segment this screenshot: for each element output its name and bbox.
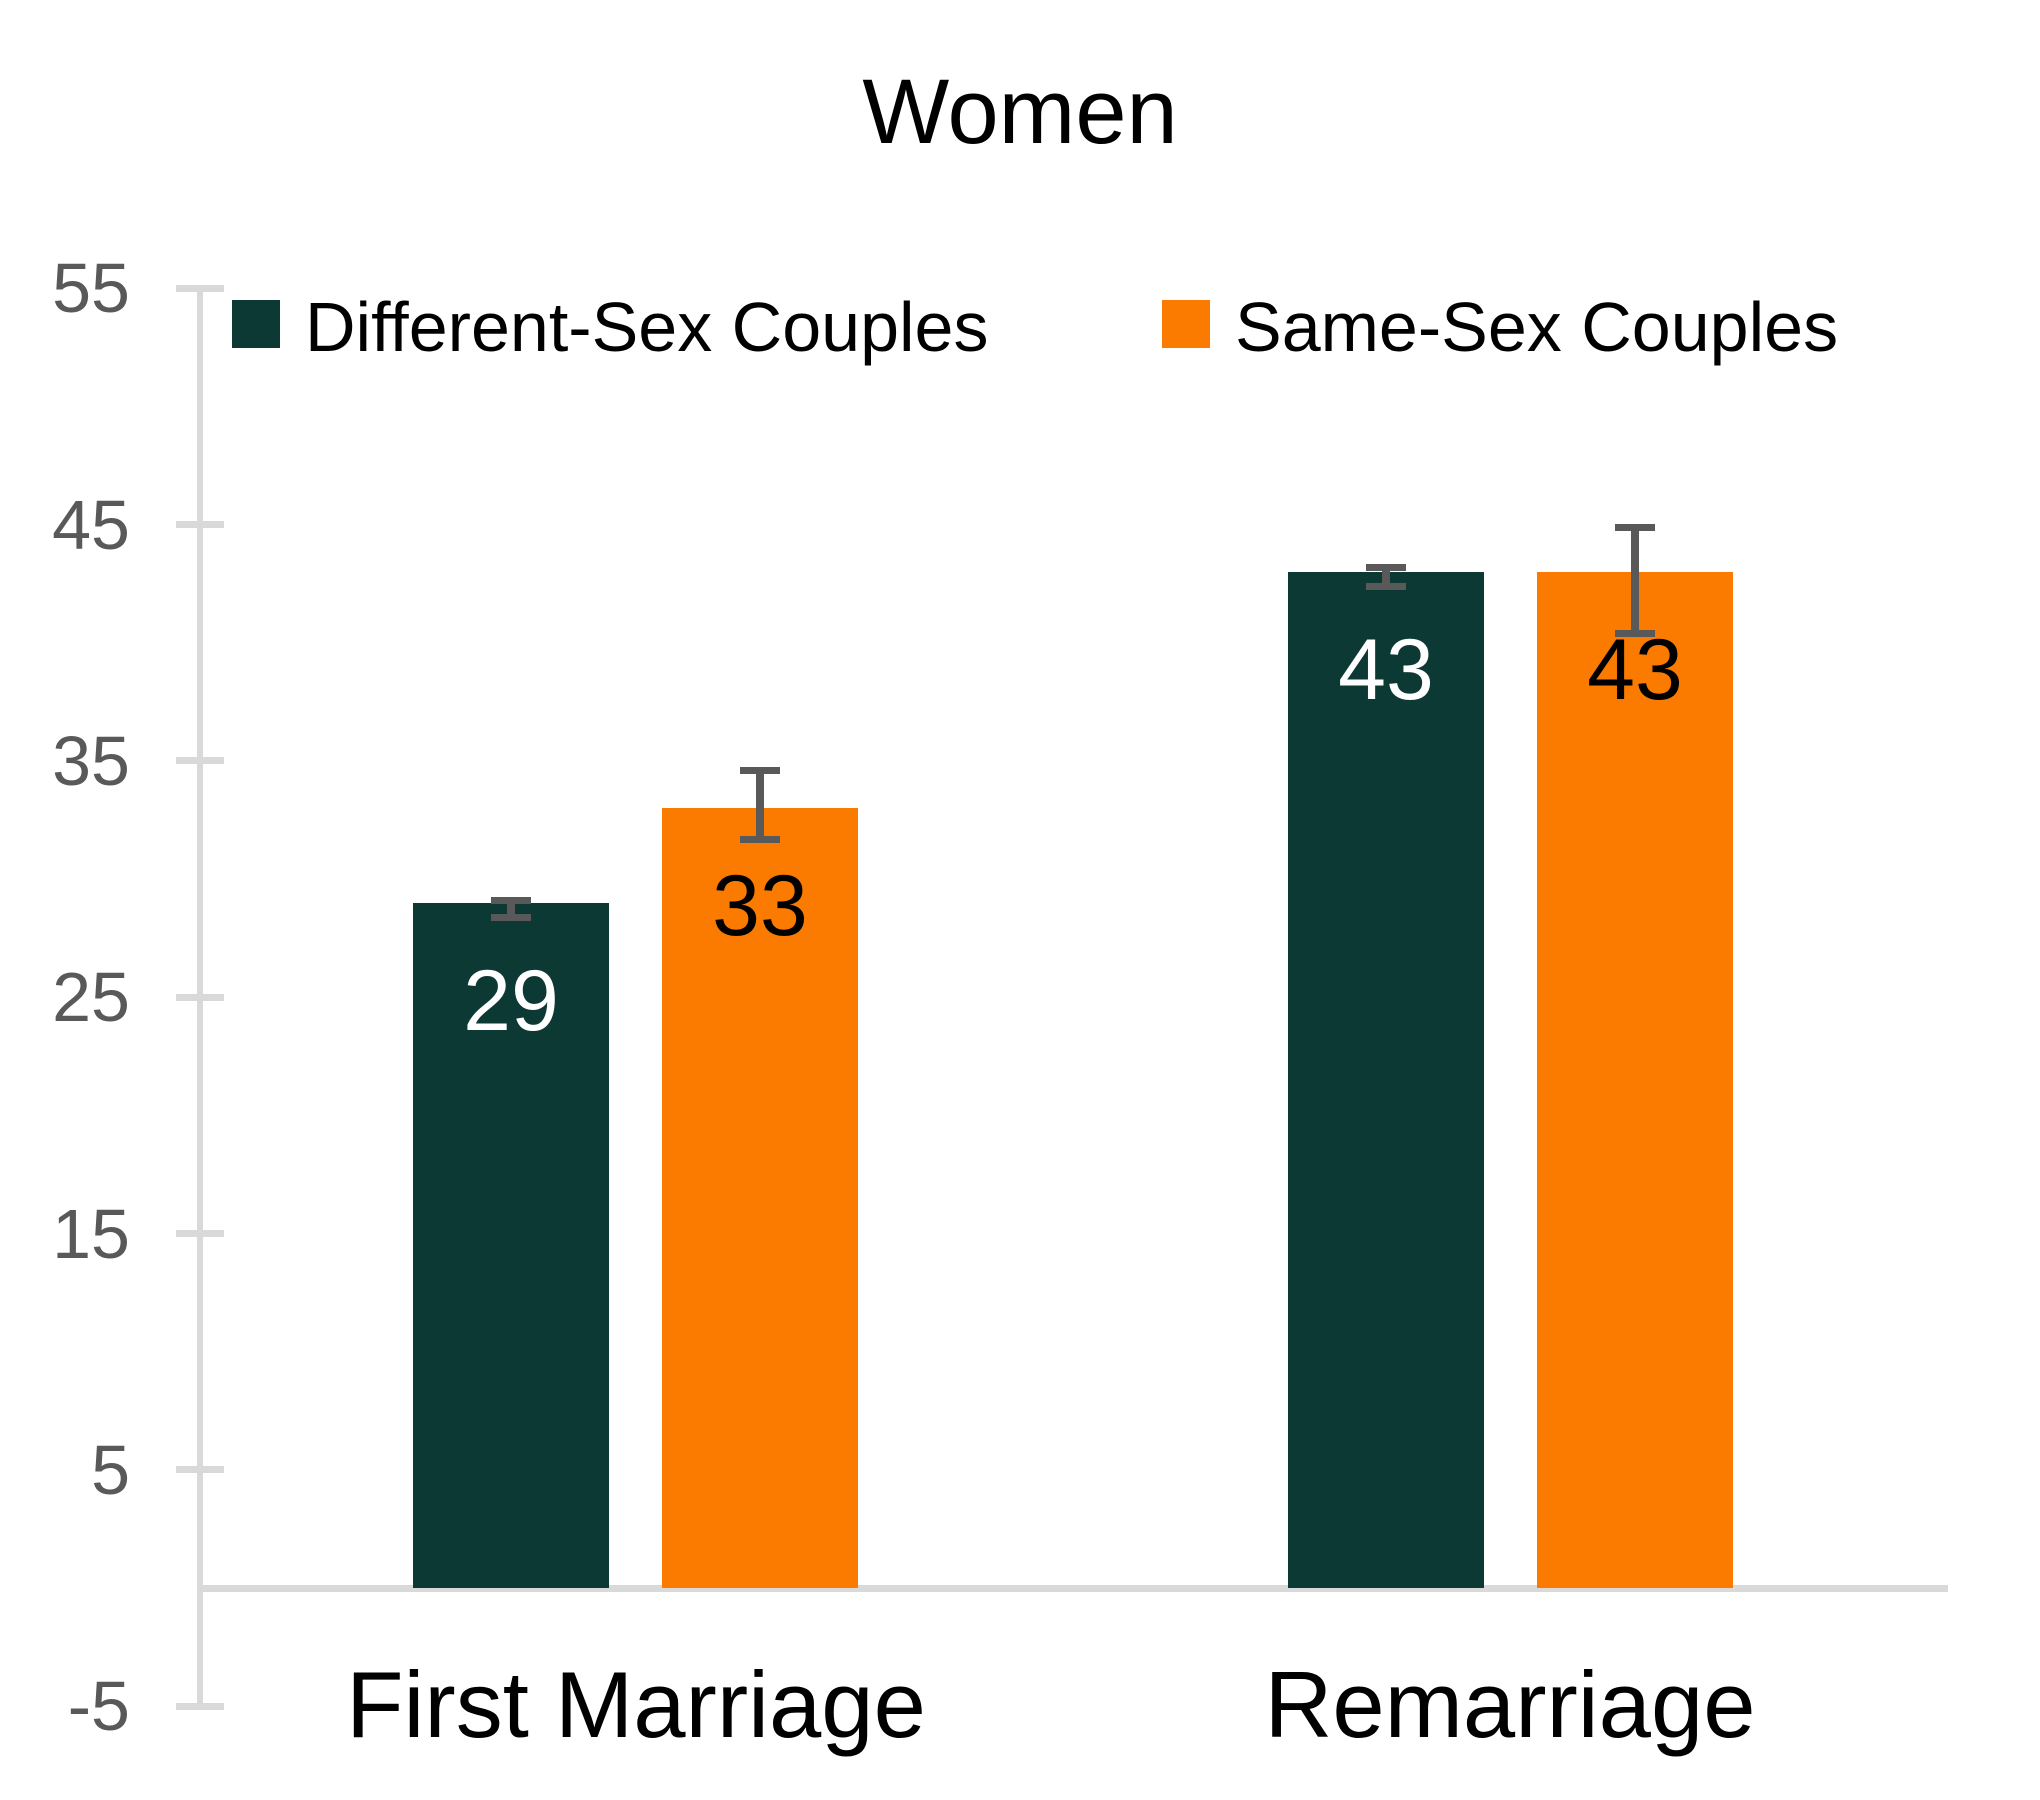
bar-value-label: 33	[712, 858, 808, 955]
error-bar-whisker	[507, 900, 515, 917]
y-tick-label: 5	[91, 1430, 130, 1509]
error-bar-whisker	[756, 770, 764, 839]
category-label-first-marriage: First Marriage	[346, 1652, 926, 1757]
y-tick-label: 15	[52, 1194, 130, 1273]
error-bar-cap-top	[491, 897, 531, 905]
legend-swatch-same-sex-icon	[1162, 300, 1210, 348]
y-tick	[176, 1466, 224, 1474]
y-tick	[176, 1230, 224, 1238]
y-tick	[176, 1702, 224, 1710]
bar-value-label: 43	[1338, 621, 1434, 718]
bar-same-sex-couples-1	[1537, 571, 1733, 1588]
y-tick-label: 35	[52, 721, 130, 800]
y-tick	[176, 993, 224, 1001]
category-label-remarriage: Remarriage	[1264, 1652, 1756, 1757]
error-bar-cap-bottom	[1615, 630, 1655, 638]
y-tick-label: 25	[52, 958, 130, 1037]
error-bar-cap-top	[740, 767, 780, 775]
y-tick-label: 45	[52, 485, 130, 564]
bar-value-label: 29	[463, 952, 559, 1049]
bar-different-sex-couples-1	[1288, 571, 1484, 1588]
y-tick	[176, 284, 224, 292]
x-axis-line	[197, 1585, 1948, 1592]
y-tick	[176, 757, 224, 765]
error-bar-cap-bottom	[740, 835, 780, 843]
error-bar-whisker	[1631, 527, 1639, 634]
legend-swatch-different-sex-icon	[232, 300, 280, 348]
y-tick	[176, 521, 224, 529]
chart-title: Women	[862, 61, 1178, 163]
bar-same-sex-couples-0	[662, 808, 858, 1588]
error-bar-cap-bottom	[1366, 583, 1406, 591]
error-bar-cap-bottom	[491, 913, 531, 921]
y-tick-label: -5	[67, 1667, 130, 1746]
legend-label-same-sex: Same-Sex Couples	[1235, 288, 1839, 366]
y-tick-label: 55	[52, 249, 130, 328]
bar-different-sex-couples-0	[413, 902, 609, 1588]
bar-value-label: 43	[1587, 621, 1683, 718]
error-bar-cap-top	[1366, 564, 1406, 572]
error-bar-whisker	[1382, 567, 1390, 587]
legend-label-different-sex: Different-Sex Couples	[305, 288, 989, 366]
error-bar-cap-top	[1615, 524, 1655, 531]
